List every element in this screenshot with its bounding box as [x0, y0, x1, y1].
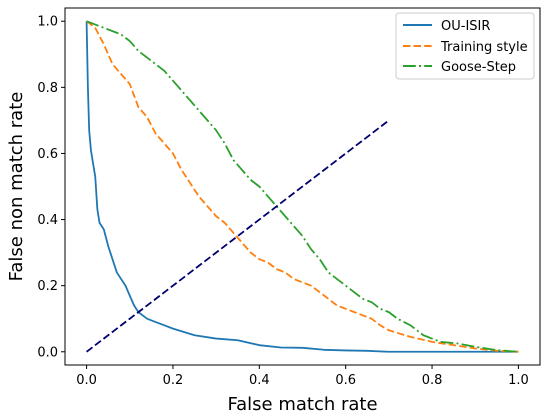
y-tick-label: 1.0 — [37, 15, 58, 30]
y-tick-label: 0.6 — [37, 147, 58, 162]
x-tick-label: 0.6 — [335, 373, 356, 388]
x-axis-label: False match rate — [227, 394, 377, 415]
series-line-ou-isir — [85, 21, 519, 353]
y-axis-ticks: 0.0 0.2 0.4 0.6 0.8 1.0 — [37, 15, 65, 360]
x-tick-label: 0.4 — [249, 373, 270, 388]
x-tick-label: 0.0 — [76, 373, 97, 388]
y-tick-label: 0.0 — [37, 345, 58, 360]
y-tick-label: 0.4 — [37, 213, 58, 228]
legend-label-ou-isir: OU-ISIR — [441, 19, 490, 34]
plot-frame — [64, 7, 541, 366]
series-line-goose-step — [86, 20, 519, 353]
series-line-training-style — [86, 20, 519, 353]
x-tick-label: 0.2 — [163, 373, 184, 388]
legend-frame — [395, 12, 535, 80]
y-axis-label: False non match rate — [6, 92, 27, 282]
y-tick-label: 0.2 — [37, 279, 58, 294]
legend: OU-ISIR Training style Goose-Step — [395, 12, 535, 80]
x-tick-label: 1.0 — [508, 373, 529, 388]
x-axis-ticks: 0.0 0.2 0.4 0.6 0.8 1.0 — [76, 365, 529, 388]
legend-label-goose-step: Goose-Step — [441, 60, 516, 75]
x-tick-label: 0.8 — [422, 373, 443, 388]
y-tick-label: 0.8 — [37, 81, 58, 96]
legend-label-training-style: Training style — [440, 40, 528, 55]
series-layer — [85, 20, 519, 353]
